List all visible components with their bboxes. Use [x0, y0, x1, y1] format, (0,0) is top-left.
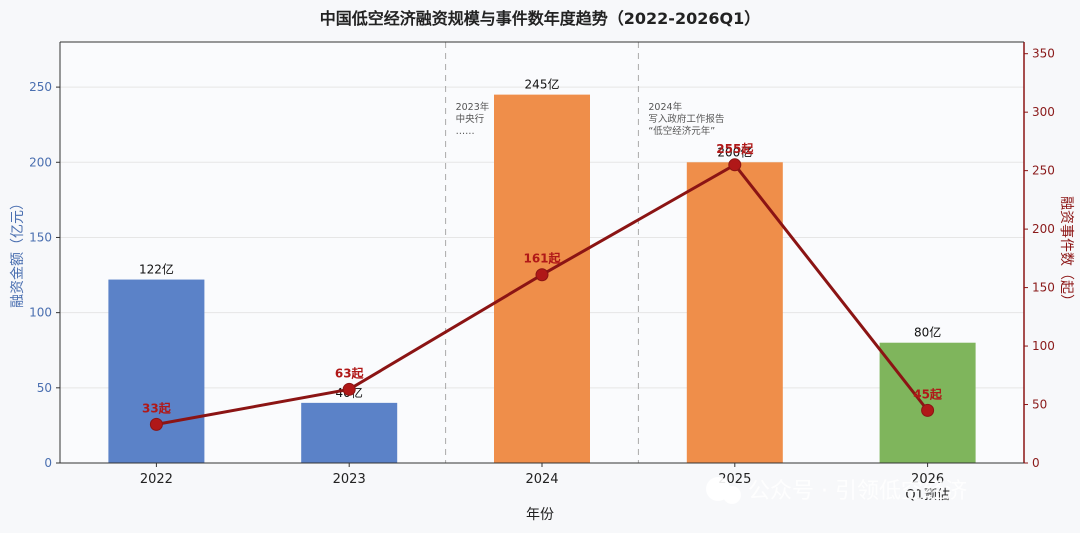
wechat-icon-2 — [723, 486, 741, 504]
line-point — [342, 382, 356, 396]
y-axis-left-label: 融资金额（亿元） — [10, 196, 26, 308]
y-right-tick-label: 100 — [1032, 339, 1055, 353]
line-point — [921, 403, 935, 417]
axes: 0 50 100 150 200 250 0 50 100 150 200 250 300 350 2022… — [29, 41, 1055, 503]
y-axis-right-label: 融资事件数（起） — [1058, 196, 1074, 308]
bar — [879, 342, 976, 463]
line-point — [728, 158, 742, 172]
annotation-text: 中央行 — [456, 113, 485, 125]
line-value-label: 45起 — [913, 386, 943, 401]
line-value-label: 255起 — [716, 141, 754, 156]
x-axis-label: 年份 — [526, 507, 554, 523]
y-left-tick-label: 100 — [29, 306, 52, 320]
y-right-tick-label: 350 — [1032, 47, 1055, 61]
annotation-text: 2024年 — [648, 101, 682, 113]
y-right-tick-label: 300 — [1032, 105, 1055, 119]
bar-value-label: 245亿 — [525, 77, 560, 92]
x-tick-label: 2024 — [525, 472, 558, 487]
y-left-tick-label: 0 — [44, 456, 52, 470]
line-series: 33起 63起 161起 255起 45起 — [142, 141, 943, 431]
line-value-label: 33起 — [142, 400, 172, 415]
y-left-tick-label: 250 — [29, 80, 52, 94]
y-left-tick-label: 200 — [29, 155, 52, 169]
chart-title: 中国低空经济融资规模与事件数年度趋势（2022-2026Q1） — [320, 9, 760, 28]
x-tick-label: 2022 — [140, 472, 173, 487]
y-right-tick-label: 0 — [1032, 456, 1040, 470]
line-value-label: 161起 — [523, 251, 561, 266]
bar — [108, 279, 205, 463]
x-tick-sublabel: Q1预估 — [905, 488, 950, 503]
y-right-tick-label: 250 — [1032, 164, 1055, 178]
y-right-tick-label: 50 — [1032, 398, 1047, 412]
watermark-text: 公众号 · 引领低空经济 — [748, 479, 967, 504]
bar-value-label: 80亿 — [914, 325, 941, 340]
annotation-text: …… — [456, 126, 475, 137]
x-tick-label: 2023 — [333, 472, 366, 487]
y-right-tick-label: 150 — [1032, 281, 1055, 295]
line-point — [149, 417, 163, 431]
line-point — [535, 268, 549, 282]
bar — [301, 402, 398, 463]
annotation-text: 写入政府工作报告 — [648, 113, 724, 125]
bar-value-label: 122亿 — [139, 262, 174, 277]
y-left-tick-label: 50 — [37, 381, 52, 395]
bar-value-label: 200亿 — [717, 144, 752, 159]
bar — [686, 162, 783, 464]
annotation-text: 2023年 — [456, 101, 490, 113]
y-right-tick-label: 200 — [1032, 222, 1055, 236]
annotation-text: “低空经济元年” — [648, 125, 715, 137]
y-left-tick-label: 150 — [29, 230, 52, 244]
line-value-label: 63起 — [335, 365, 365, 380]
x-tick-label: 2026 — [911, 472, 944, 487]
watermark: 公众号 · 引领低空经济 — [706, 477, 967, 504]
